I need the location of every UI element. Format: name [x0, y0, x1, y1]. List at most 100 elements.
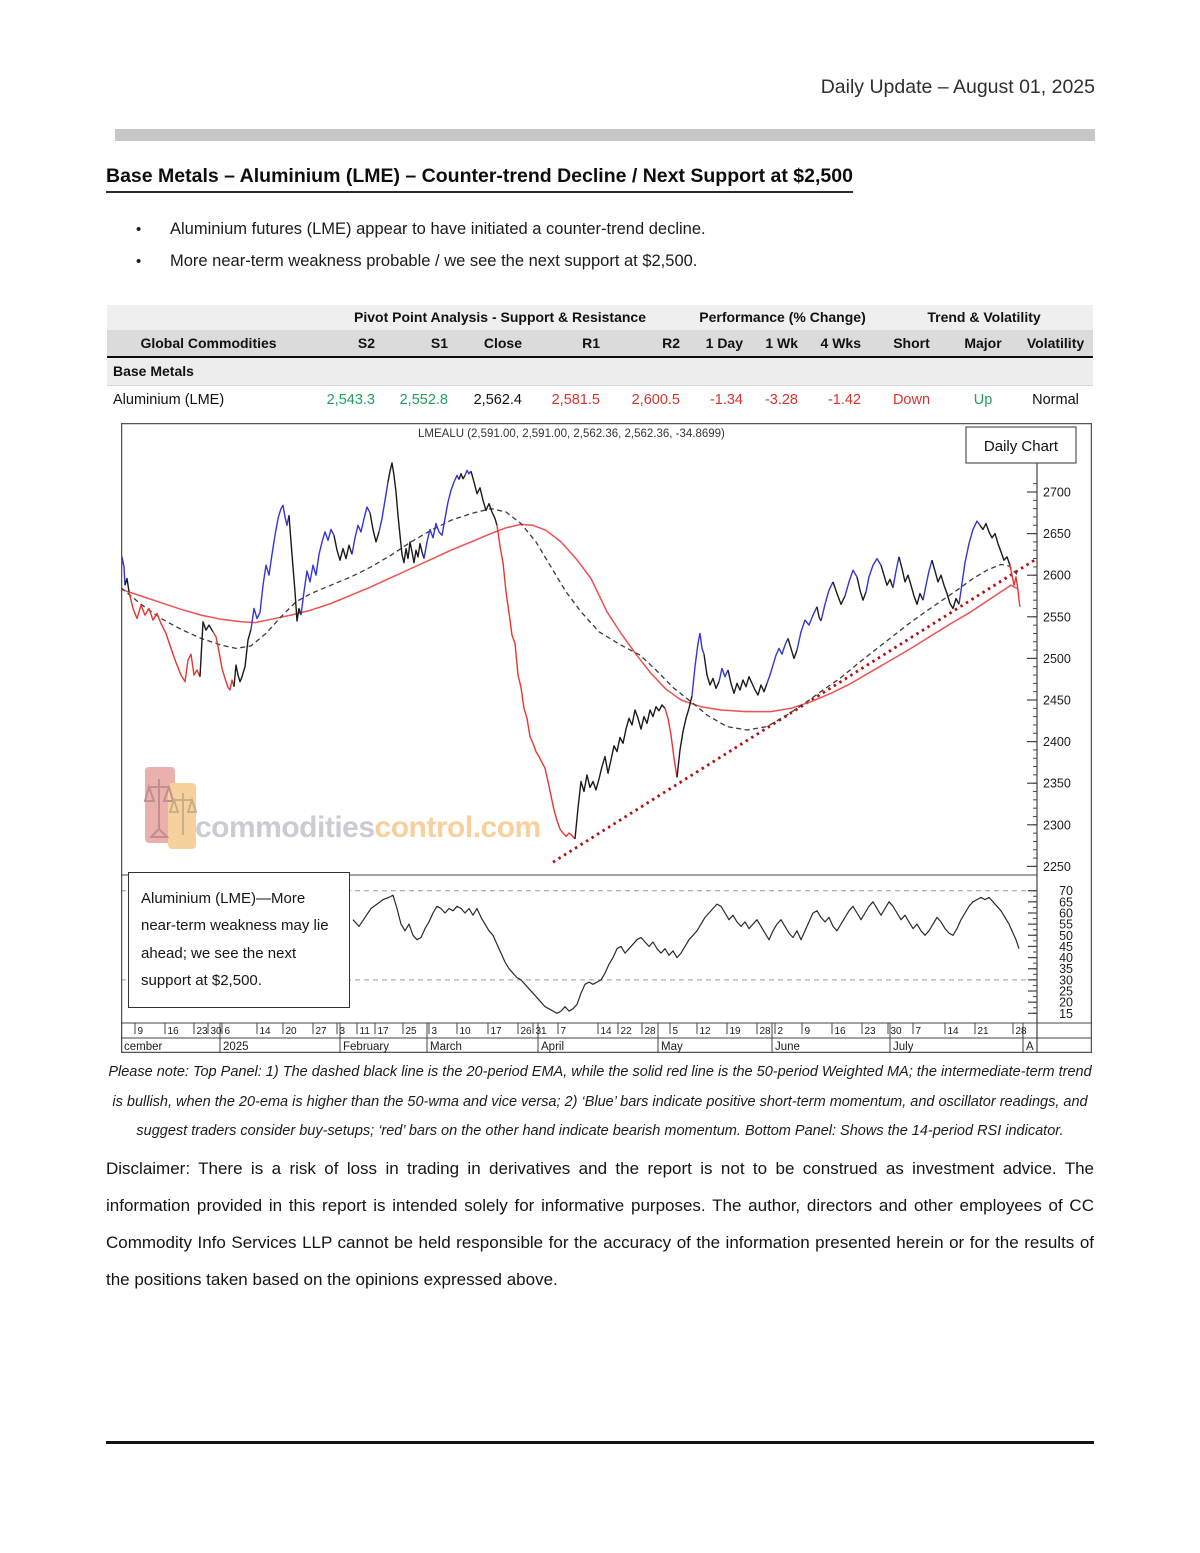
col-4wks: 4 Wks [812, 330, 875, 356]
bullet-text: More near-term weakness probable / we se… [170, 252, 698, 270]
svg-text:2: 2 [778, 1026, 784, 1037]
watermark-logo-icon [143, 767, 198, 849]
group-header-empty [107, 305, 310, 330]
svg-text:11: 11 [360, 1026, 371, 1037]
commoditiescontrol-watermark: commoditiescontrol.com [143, 759, 541, 855]
cell-s1: 2,552.8 [399, 392, 448, 408]
svg-text:65: 65 [1059, 895, 1073, 909]
document-header: Daily Update – August 01, 2025 [820, 76, 1095, 98]
pivot-analysis-table: Pivot Point Analysis - Support & Resista… [107, 305, 1093, 414]
cell-commodity-name: Aluminium (LME) [113, 392, 225, 408]
svg-text:A: A [1026, 1041, 1034, 1053]
svg-text:3: 3 [340, 1026, 346, 1037]
col-s2: S2 [310, 330, 385, 356]
col-1day: 1 Day [690, 330, 757, 356]
cell-4wks: -1.42 [827, 392, 861, 408]
svg-text:17: 17 [491, 1026, 503, 1037]
svg-text:15: 15 [1059, 1007, 1073, 1021]
bullet-list: • Aluminium futures (LME) appear to have… [136, 220, 1096, 284]
col-r2: R2 [610, 330, 690, 356]
svg-text:45: 45 [1059, 940, 1073, 954]
svg-text:21: 21 [978, 1026, 990, 1037]
svg-text:17: 17 [378, 1026, 390, 1037]
svg-text:2450: 2450 [1043, 694, 1071, 708]
col-short: Short [875, 330, 948, 356]
chart-footnote: Please note: Top Panel: 1) The dashed bl… [108, 1064, 1092, 1140]
svg-text:20: 20 [1059, 996, 1073, 1010]
svg-text:27: 27 [316, 1026, 328, 1037]
footer-rule [106, 1441, 1094, 1444]
svg-text:5: 5 [673, 1026, 679, 1037]
svg-text:LMEALU (2,591.00, 2,591.00, 2,: LMEALU (2,591.00, 2,591.00, 2,562.36, 2,… [418, 428, 725, 440]
svg-text:2500: 2500 [1043, 652, 1071, 666]
svg-text:14: 14 [948, 1026, 960, 1037]
cell-close: 2,562.4 [473, 392, 522, 408]
svg-text:50: 50 [1059, 929, 1073, 943]
col-close: Close [458, 330, 532, 356]
svg-text:6: 6 [225, 1026, 231, 1037]
svg-text:70: 70 [1059, 884, 1073, 898]
col-volatility: Volatility [1018, 330, 1093, 356]
svg-text:60: 60 [1059, 906, 1073, 920]
svg-text:23: 23 [197, 1026, 209, 1037]
svg-text:25: 25 [406, 1026, 418, 1037]
svg-text:7: 7 [916, 1026, 922, 1037]
col-s1: S1 [385, 330, 458, 356]
svg-text:40: 40 [1059, 951, 1073, 965]
table-data-row: Aluminium (LME) 2,543.3 2,552.8 2,562.4 … [107, 386, 1093, 414]
svg-text:16: 16 [168, 1026, 180, 1037]
daily-price-chart: 2250 2300 2350 2400 2450 2500 2550 2600 2650 2700… [121, 423, 1092, 1053]
svg-text:30: 30 [1059, 973, 1073, 987]
svg-text:2600: 2600 [1043, 569, 1071, 583]
bullet-icon: • [136, 221, 142, 238]
col-major: Major [948, 330, 1018, 356]
svg-text:25: 25 [1059, 985, 1073, 999]
cell-1day: -1.34 [709, 392, 743, 408]
svg-text:July: July [893, 1041, 914, 1053]
chart-annotation-box: Aluminium (LME)—More near-term weakness … [128, 872, 350, 1008]
svg-text:9: 9 [805, 1026, 811, 1037]
table-column-header-row: Global Commodities S2 S1 Close R1 R2 1 D… [107, 330, 1093, 358]
cell-major-trend: Up [973, 392, 993, 408]
svg-text:2300: 2300 [1043, 818, 1071, 832]
svg-text:April: April [541, 1041, 564, 1053]
svg-text:20: 20 [286, 1026, 298, 1037]
svg-text:30: 30 [211, 1026, 223, 1037]
svg-text:February: February [343, 1041, 389, 1053]
group-header-pivot: Pivot Point Analysis - Support & Resista… [310, 305, 690, 330]
col-r1: R1 [532, 330, 610, 356]
bullet-item: • Aluminium futures (LME) appear to have… [136, 220, 1096, 239]
bullet-item: • More near-term weakness probable / we … [136, 252, 1096, 271]
svg-text:30: 30 [891, 1026, 903, 1037]
svg-text:3: 3 [432, 1026, 438, 1037]
svg-text:2025: 2025 [223, 1041, 249, 1053]
svg-text:9: 9 [138, 1026, 144, 1037]
cell-r2: 2,600.5 [631, 392, 680, 408]
disclaimer-text: Disclaimer: There is a risk of loss in t… [106, 1159, 1094, 1290]
svg-text:10: 10 [460, 1026, 472, 1037]
svg-text:55: 55 [1059, 918, 1073, 932]
col-global-commodities: Global Commodities [107, 330, 310, 356]
table-group-header-row: Pivot Point Analysis - Support & Resista… [107, 305, 1093, 330]
group-header-performance: Performance (% Change) [690, 305, 875, 330]
section-title: Base Metals – Aluminium (LME) – Counter-… [106, 165, 853, 193]
svg-text:26: 26 [521, 1026, 533, 1037]
bullet-text: Aluminium futures (LME) appear to have i… [170, 220, 706, 238]
svg-text:28: 28 [760, 1026, 772, 1037]
svg-text:7: 7 [561, 1026, 567, 1037]
cell-volatility: Normal [1032, 392, 1079, 408]
svg-text:28: 28 [645, 1026, 657, 1037]
svg-text:23: 23 [865, 1026, 877, 1037]
svg-text:14: 14 [601, 1026, 613, 1037]
svg-text:35: 35 [1059, 962, 1073, 976]
svg-text:2350: 2350 [1043, 777, 1071, 791]
svg-text:22: 22 [621, 1026, 633, 1037]
svg-text:19: 19 [730, 1026, 742, 1037]
svg-text:2700: 2700 [1043, 486, 1071, 500]
svg-text:March: March [430, 1041, 462, 1053]
group-header-trend: Trend & Volatility [875, 305, 1093, 330]
svg-text:12: 12 [700, 1026, 712, 1037]
cell-r1: 2,581.5 [551, 392, 600, 408]
watermark-text: commoditiescontrol.com [195, 811, 541, 844]
